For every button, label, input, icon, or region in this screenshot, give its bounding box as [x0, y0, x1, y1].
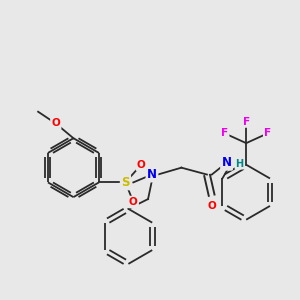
Text: F: F — [221, 128, 228, 138]
Text: O: O — [129, 197, 138, 207]
Text: F: F — [243, 116, 250, 127]
Text: H: H — [236, 159, 244, 169]
Text: N: N — [222, 156, 232, 169]
Text: N: N — [147, 168, 157, 181]
Text: O: O — [51, 118, 60, 128]
Text: O: O — [208, 201, 216, 211]
Text: O: O — [137, 160, 146, 170]
Text: F: F — [264, 128, 271, 138]
Text: S: S — [121, 176, 130, 189]
